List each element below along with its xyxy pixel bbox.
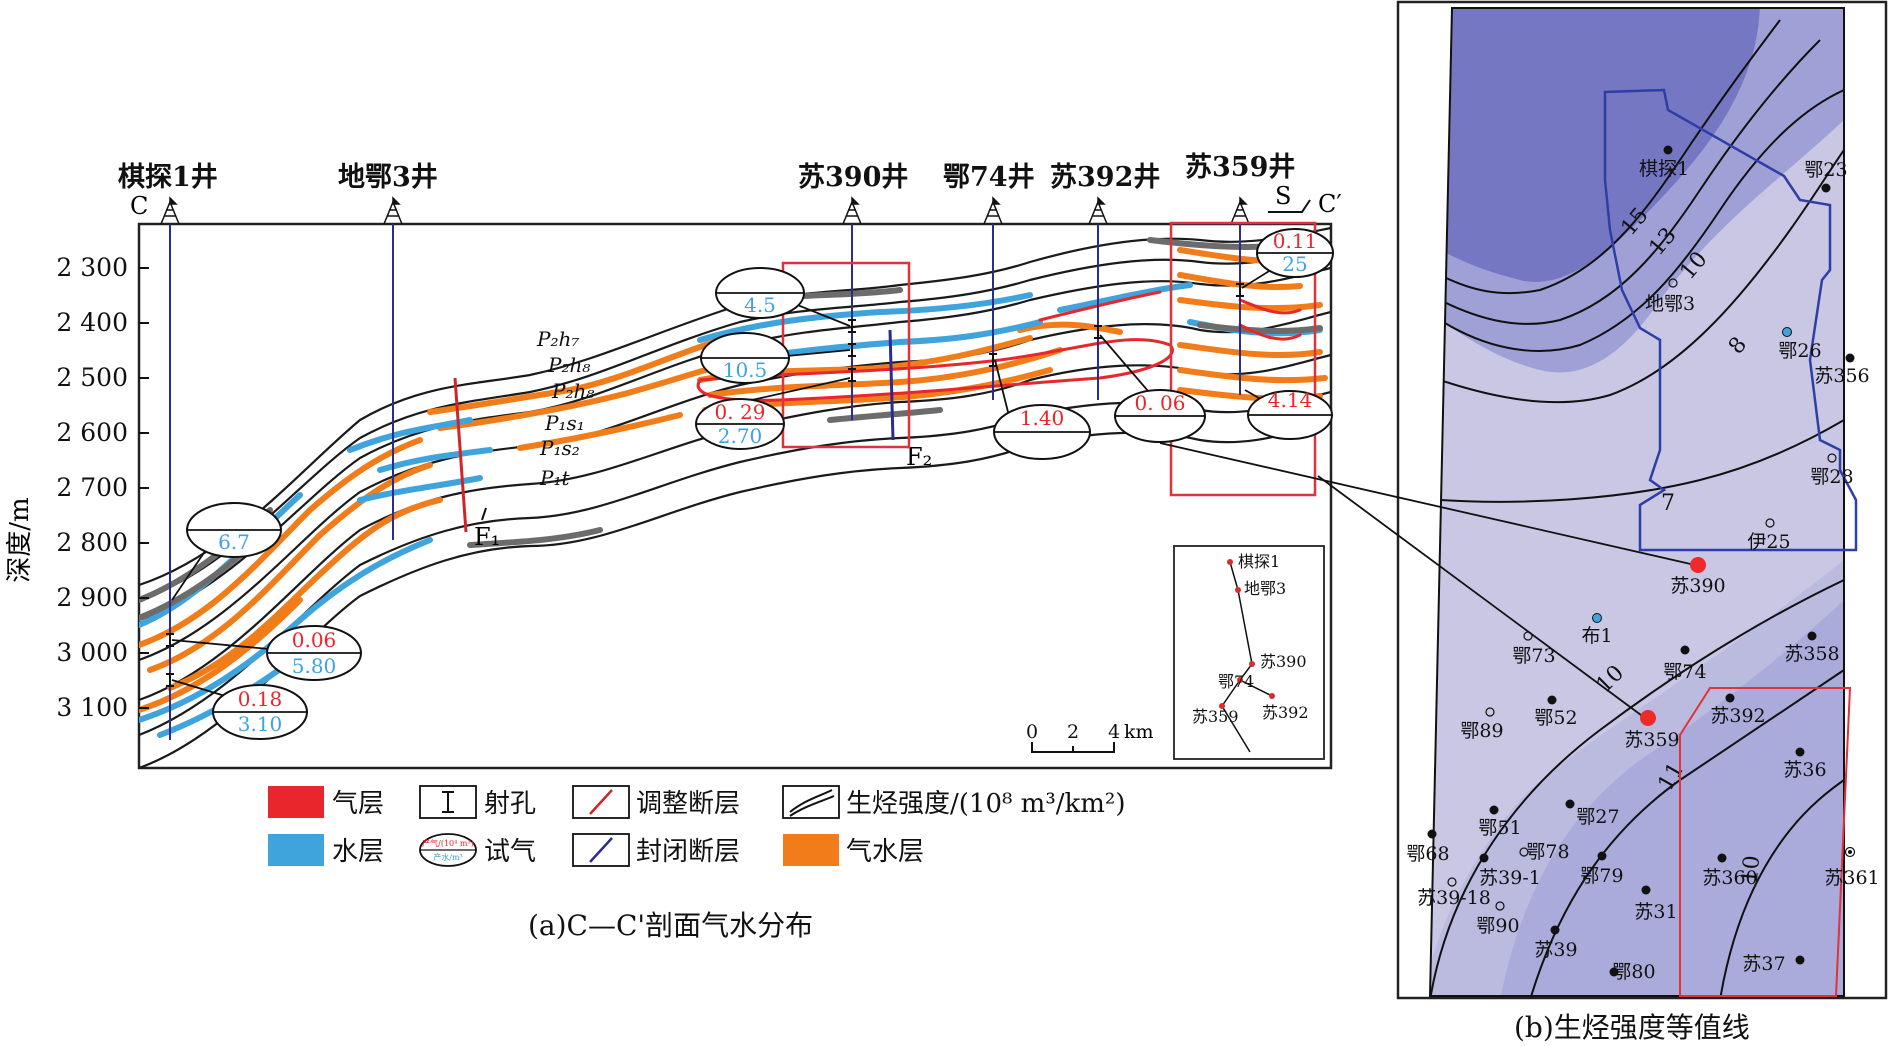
scale-bar: 0 2 4 km [1026,721,1154,753]
scale-tick: 4 [1108,721,1120,743]
svg-text:4.5: 4.5 [744,293,776,317]
well-name-su392: 苏392井 [1050,162,1160,193]
gas-test-ellipse: 10.5 [700,332,790,384]
inset-well: 苏390 [1260,652,1307,671]
formation-label: P₁s₂ [539,436,580,460]
gas-test-ellipse: 4.5 [715,267,805,319]
s-label: S [1275,182,1291,210]
gas-tests: 6.7 0.065.80 0.183.10 4.5 10.5 0. 292.70… [186,228,1334,740]
inset-well: 苏359 [1192,707,1239,726]
depth-tick: 3 100 [56,693,128,722]
legend-gas-test-top: 产气/(10⁴ m³) [422,838,474,848]
inset-map: 棋探1 地鄂3 苏390 鄂74 苏359 苏392 [1173,545,1325,760]
svg-text:3.10: 3.10 [238,712,283,736]
caption-a: (a)C—C'剖面气水分布 [528,909,814,942]
scale-unit: km [1124,721,1154,743]
svg-text:25: 25 [1282,252,1307,276]
gas-test-ellipse: 1.40 [993,404,1091,460]
gas-test-ellipse: 4.14 [1247,388,1333,440]
depth-tick: 2 700 [56,473,128,502]
caption-b: (b)生烃强度等值线 [1514,1011,1750,1044]
gas-test-ellipse: 0. 06 [1114,389,1206,443]
legend-gas-water: 气水层 [846,837,924,867]
depth-tick: 3 000 [56,638,128,667]
perforation-marks [166,283,1244,687]
gas-test-ellipse: 0. 292.70 [695,398,785,450]
inset-well: 地鄂3 [1244,579,1286,598]
legend-intensity: 生烃强度/(10⁸ m³/km²) [846,789,1126,819]
derrick-icons [160,196,1250,225]
gas-test-ellipse: 6.7 [186,502,282,558]
legend-gas-test: 试气 [484,837,536,867]
svg-text:0.11: 0.11 [1273,229,1318,253]
well-name-qitan1: 棋探1井 [118,162,218,193]
legend-perforation: 射孔 [484,789,536,819]
legend-sealed-fault: 封闭断层 [636,837,740,867]
legend-adjusting-fault: 调整断层 [636,789,740,819]
inset-well: 棋探1 [1238,552,1280,571]
svg-text:2.70: 2.70 [718,424,763,448]
svg-text:0.06: 0.06 [292,628,337,652]
svg-text:4.14: 4.14 [1268,388,1313,412]
legend-water: 水层 [332,837,384,867]
fault-f2 [888,329,895,441]
fault-f1 [453,377,468,533]
svg-text:6.7: 6.7 [218,530,250,554]
well-name-e74: 鄂74井 [943,162,1035,193]
scale-tick: 2 [1067,721,1079,743]
svg-text:10.5: 10.5 [723,358,768,382]
legend-gas-test-bottom: 产水/m³ [433,852,463,862]
formation-label: P₂h₈ [551,379,594,403]
depth-tick: 2 800 [56,528,128,557]
section-end-marker [1268,199,1311,213]
formation-label: P₁s₁ [544,411,585,435]
well-name-su390: 苏390井 [798,162,908,193]
svg-text:0. 06: 0. 06 [1135,391,1186,415]
c-label: C [130,192,148,220]
formation-label: P₁t [539,466,570,490]
legend-gas: 气层 [332,789,384,819]
fault-label: F₂ [906,443,932,471]
formation-label: P₂h₈ [547,353,590,377]
inset-well: 鄂74 [1218,672,1254,691]
depth-axis-label: 深度/m [5,497,35,582]
inset-well: 苏392 [1262,703,1309,722]
well-name-die3: 地鄂3井 [338,162,438,193]
well-name-su359: 苏359井 [1185,152,1295,183]
depth-tick: 2 500 [56,363,128,392]
gas-test-ellipse: 0.065.80 [266,625,362,681]
legend: 气层 射孔 调整断层 生烃强度/(10⁸ m³/km²) 水层 产气/(10⁴ … [268,785,1126,867]
svg-text:0. 29: 0. 29 [715,400,766,424]
depth-tick: 2 900 [56,583,128,612]
svg-text:5.80: 5.80 [292,654,337,678]
gas-test-ellipse: 0.183.10 [212,684,308,740]
fault-f1-arrow [481,507,487,521]
formation-label: P₂h₇ [536,327,579,351]
depth-tick: 2 400 [56,308,128,337]
svg-text:1.40: 1.40 [1020,406,1065,430]
svg-text:0.18: 0.18 [238,687,283,711]
depth-tick: 2 600 [56,418,128,447]
c-prime-label: C′ [1318,190,1342,218]
fault-label: F₁ [474,523,500,551]
scale-tick: 0 [1026,721,1038,743]
depth-tick: 2 300 [56,253,128,282]
